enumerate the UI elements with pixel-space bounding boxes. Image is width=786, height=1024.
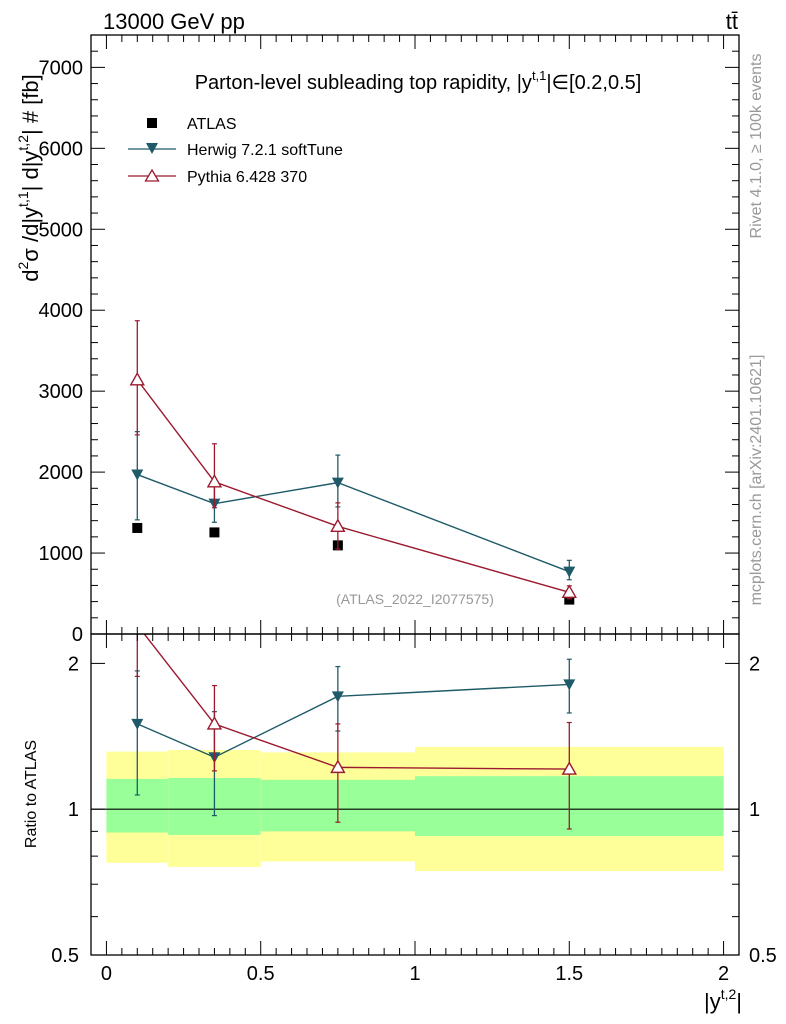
ratio-ytick-label-left: 1 — [68, 799, 79, 821]
ratio-uncertainty-bands — [91, 746, 739, 872]
herwig-point — [331, 477, 344, 489]
legend-label-atlas: ATLAS — [187, 116, 237, 133]
pythia-point — [561, 761, 577, 775]
atlas-point — [132, 522, 143, 533]
legend-label-herwig: Herwig 7.2.1 softTune — [187, 142, 343, 159]
analysis-watermark: (ATLAS_2022_I2077575) — [336, 591, 494, 607]
ratio-xtick-label: 0.5 — [247, 963, 275, 985]
ylabel-part-5: t,2 — [15, 135, 31, 151]
main-ytick-label: 2000 — [39, 462, 84, 484]
legend: ATLAS Herwig 7.2.1 softTune Pythia 6.428… — [128, 116, 343, 186]
pythia-point — [561, 584, 577, 599]
main-ytick-label: 0 — [72, 624, 83, 646]
ratio-ytick-label-right: 0.5 — [749, 945, 777, 967]
ratio-ytick-label-left: 0.5 — [51, 945, 79, 967]
legend-label-pythia: Pythia 6.428 370 — [187, 169, 307, 186]
ratio-y-axis: 0.5 0.5 1 1 2 2 — [51, 653, 777, 967]
pythia-point — [206, 473, 223, 488]
xlabel-part-2: | — [736, 989, 742, 1014]
atlas-point — [209, 527, 220, 538]
rivet-version-label: Rivet 4.1.0, ≥ 100k events — [748, 54, 765, 239]
main-ytick-label: 5000 — [39, 219, 84, 241]
ylabel-part-0: d — [18, 270, 43, 282]
ylabel-part-6: | # [fb] — [18, 74, 43, 135]
ratio-ytick-label-left: 2 — [68, 653, 79, 675]
chart-title-post: |∈[0.2,0.5] — [546, 72, 641, 94]
ratio-xtick-label: 2 — [718, 963, 729, 985]
main-panel-series — [129, 320, 577, 605]
ratio-xtick-label: 1.5 — [555, 963, 583, 985]
main-ytick-label: 4000 — [39, 300, 84, 322]
legend-marker-atlas — [147, 118, 157, 128]
mcplots-reference-label: mcplots.cern.ch [arXiv:2401.10621] — [748, 355, 765, 606]
ylabel-part-1: 2 — [15, 262, 31, 270]
main-ytick-label: 6000 — [39, 138, 84, 160]
main-y-axis-label: d2σ /d|yt,1| d|yt,2| # [fb] — [15, 74, 43, 282]
pythia-line — [136, 379, 570, 593]
ylabel-part-3: t,1 — [15, 191, 31, 207]
herwig-point — [131, 718, 144, 730]
herwig-point — [563, 566, 576, 578]
xlabel-part-0: |y — [704, 989, 721, 1014]
xlabel-part-1: t,2 — [721, 986, 737, 1002]
ratio-ytick-label-right: 2 — [749, 653, 760, 675]
ratio-y-axis-label: Ratio to ATLAS — [23, 740, 40, 848]
ratio-panel-series — [131, 634, 577, 830]
main-x-ticks — [105, 35, 725, 634]
legend-marker-pythia — [144, 168, 160, 182]
pythia-line — [143, 634, 570, 770]
ylabel-part-2: σ /d|y — [18, 207, 43, 262]
ratio-xtick-label: 0 — [101, 963, 112, 985]
chart-title-pre: Parton-level subleading top rapidity, |y — [195, 72, 532, 94]
ratio-xtick-label: 1 — [409, 963, 420, 985]
ratio-ytick-label-right: 1 — [749, 799, 760, 821]
chart-title: Parton-level subleading top rapidity, |y… — [195, 68, 642, 94]
pythia-point — [129, 371, 145, 386]
main-ytick-label: 7000 — [39, 57, 84, 79]
main-y-axis: 0 1000 2000 3000 4000 5000 6000 7000 — [39, 34, 739, 646]
ylabel-part-4: | d|y — [18, 151, 43, 192]
header-process-label: tt̄ — [726, 9, 738, 34]
ratio-x-axis: 0 0.5 1 1.5 2 — [101, 634, 729, 985]
header-energy-label: 13000 GeV pp — [103, 9, 245, 34]
main-ytick-label: 3000 — [39, 381, 84, 403]
herwig-point — [131, 469, 144, 481]
atlas-point — [564, 594, 575, 605]
herwig-point — [563, 679, 576, 691]
main-ytick-label: 1000 — [39, 543, 84, 565]
pythia-point — [206, 715, 223, 730]
herwig-line — [137, 683, 570, 759]
legend-marker-herwig — [146, 143, 158, 154]
pythia-point — [330, 759, 346, 774]
herwig-point — [331, 691, 344, 703]
pythia-point — [330, 518, 346, 533]
herwig-line — [137, 473, 570, 573]
chart-title-sup: t,1 — [532, 68, 546, 83]
x-axis-label: |yt,2| — [704, 986, 742, 1014]
